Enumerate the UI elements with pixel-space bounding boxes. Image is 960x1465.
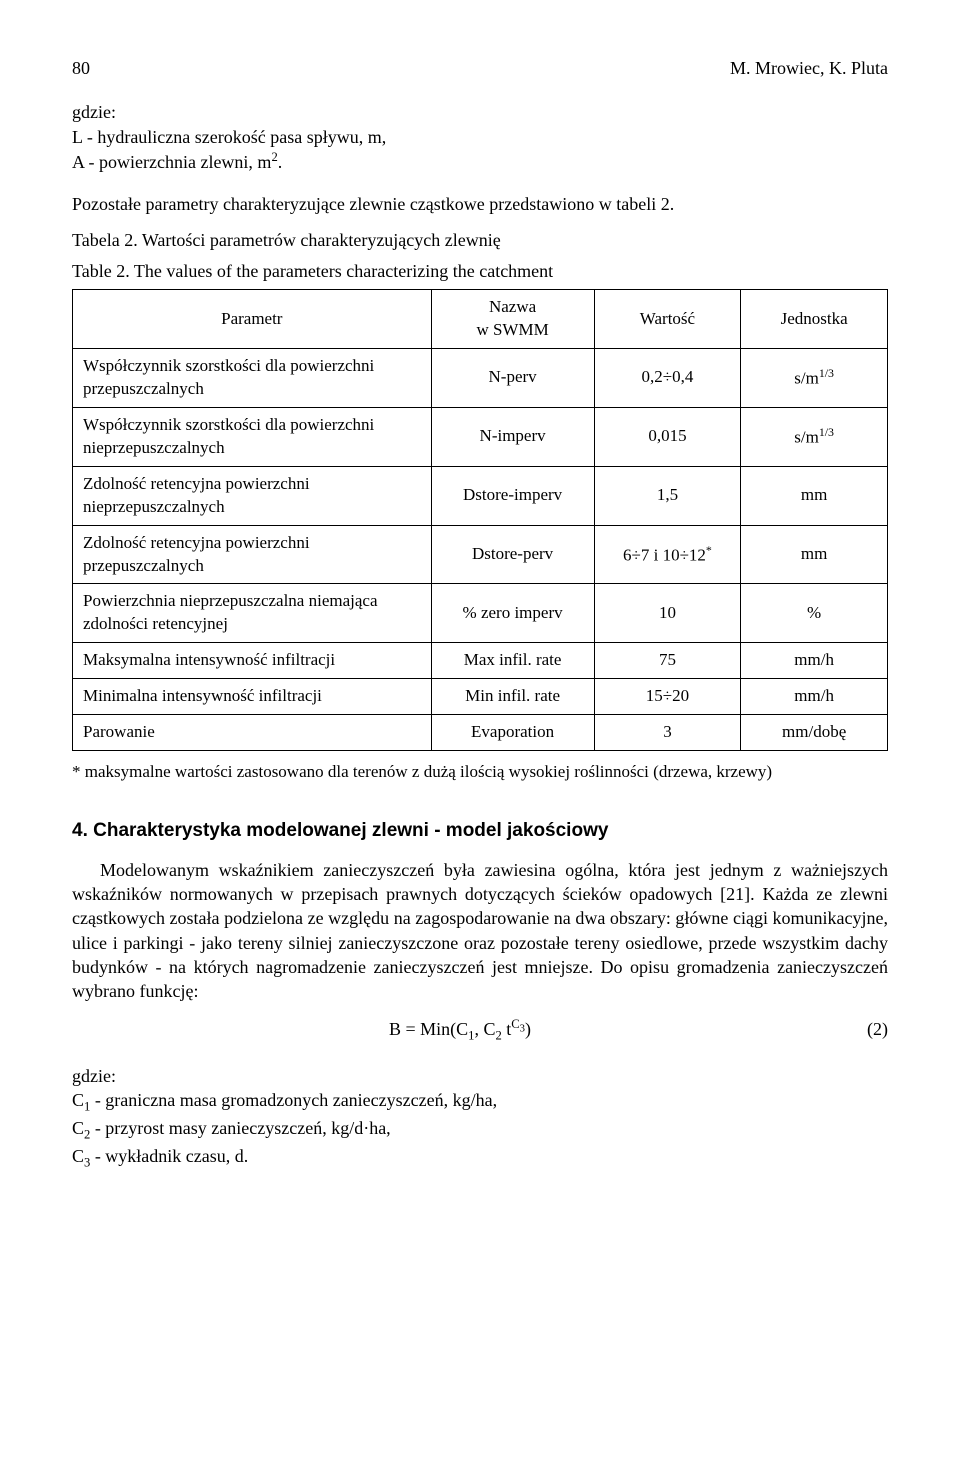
col-nazwa: Nazwaw SWMM	[431, 290, 594, 349]
gdzie-label-2: gdzie:	[72, 1064, 888, 1088]
definitions-block-2: gdzie: C1 - graniczna masa gromadzonych …	[72, 1064, 888, 1171]
page-header: 80 M. Mrowiec, K. Pluta	[72, 56, 888, 80]
col-jednostka: Jednostka	[741, 290, 888, 349]
def-c2: C2 - przyrost masy zanieczyszczeń, kg/d·…	[72, 1116, 888, 1144]
equation-block: B = Min(C1, C2 tC3) (2)	[72, 1016, 888, 1045]
def-c1: C1 - graniczna masa gromadzonych zaniecz…	[72, 1088, 888, 1116]
table-row: Powierzchnia nieprzepuszczalna niemająca…	[73, 584, 888, 643]
table-row: Zdolność retencyjna powierzchni przepusz…	[73, 525, 888, 584]
table-row: Współczynnik szorstkości dla powierzchni…	[73, 348, 888, 407]
equation: B = Min(C1, C2 tC3)	[72, 1016, 848, 1045]
def-A: A - powierzchnia zlewni, m2.	[72, 149, 888, 174]
gdzie-label: gdzie:	[72, 100, 888, 124]
table-row: Parowanie Evaporation 3 mm/dobę	[73, 715, 888, 751]
table-header-row: Parametr Nazwaw SWMM Wartość Jednostka	[73, 290, 888, 349]
table-row: Współczynnik szorstkości dla powierzchni…	[73, 407, 888, 466]
parameters-table: Parametr Nazwaw SWMM Wartość Jednostka W…	[72, 289, 888, 751]
intro-paragraph: Pozostałe parametry charakteryzujące zle…	[72, 192, 888, 216]
equation-number: (2)	[848, 1017, 888, 1041]
section-paragraph: Modelowanym wskaźnikiem zanieczyszczeń b…	[72, 858, 888, 1004]
def-c3: C3 - wykładnik czasu, d.	[72, 1144, 888, 1172]
col-wartosc: Wartość	[594, 290, 741, 349]
definitions-block-1: gdzie: L - hydrauliczna szerokość pasa s…	[72, 100, 888, 174]
def-L: L - hydrauliczna szerokość pasa spływu, …	[72, 125, 888, 149]
page-number: 80	[72, 56, 90, 80]
table-body: Współczynnik szorstkości dla powierzchni…	[73, 348, 888, 750]
table-caption-en: Table 2. The values of the parameters ch…	[72, 259, 888, 283]
table-row: Minimalna intensywność infiltracji Min i…	[73, 679, 888, 715]
table-row: Zdolność retencyjna powierzchni nieprzep…	[73, 466, 888, 525]
table-caption-pl: Tabela 2. Wartości parametrów charaktery…	[72, 228, 888, 252]
table-footnote: * maksymalne wartości zastosowano dla te…	[72, 761, 888, 784]
table-row: Maksymalna intensywność infiltracji Max …	[73, 643, 888, 679]
authors: M. Mrowiec, K. Pluta	[730, 56, 888, 80]
col-parametr: Parametr	[73, 290, 432, 349]
section-title: 4. Charakterystyka modelowanej zlewni - …	[72, 818, 888, 844]
